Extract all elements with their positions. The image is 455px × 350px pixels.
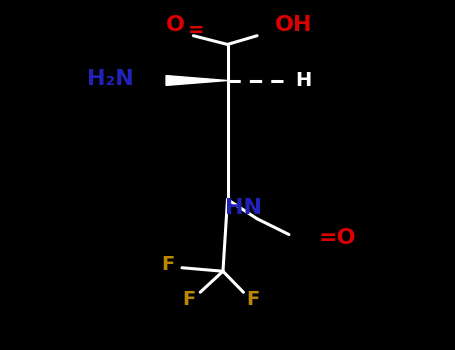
Text: H: H	[295, 71, 311, 90]
Text: F: F	[162, 256, 175, 274]
Text: F: F	[246, 290, 259, 309]
Text: F: F	[182, 290, 196, 309]
Text: H₂N: H₂N	[87, 69, 134, 89]
Text: =O: =O	[318, 228, 356, 248]
Polygon shape	[166, 76, 228, 85]
Text: =: =	[188, 21, 204, 40]
Text: O: O	[166, 15, 185, 35]
Text: OH: OH	[275, 15, 313, 35]
Text: HN: HN	[225, 198, 262, 218]
